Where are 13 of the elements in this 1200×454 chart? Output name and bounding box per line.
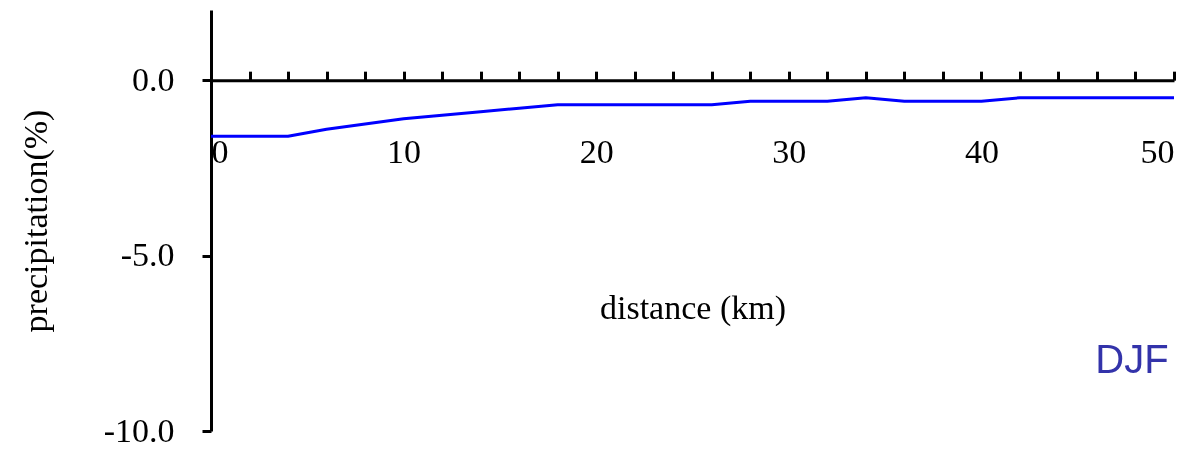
x-tick-label: 0 [211,132,229,170]
y-tick-label: -5.0 [120,236,175,274]
line-series [209,96,1176,138]
x-tick-label: 20 [579,132,614,170]
y-tick-label: -10.0 [103,411,175,449]
x-tick-label: 50 [1140,132,1175,170]
y-axis-title: precipitation(%) [16,109,55,333]
x-axis-title: distance (km) [600,288,786,327]
x-tick-label: 30 [772,132,807,170]
x-tick-label: 10 [387,132,422,170]
x-tick-label: 40 [964,132,999,170]
y-tick-label: 0.0 [132,60,175,98]
annotation: DJF [1095,337,1169,381]
